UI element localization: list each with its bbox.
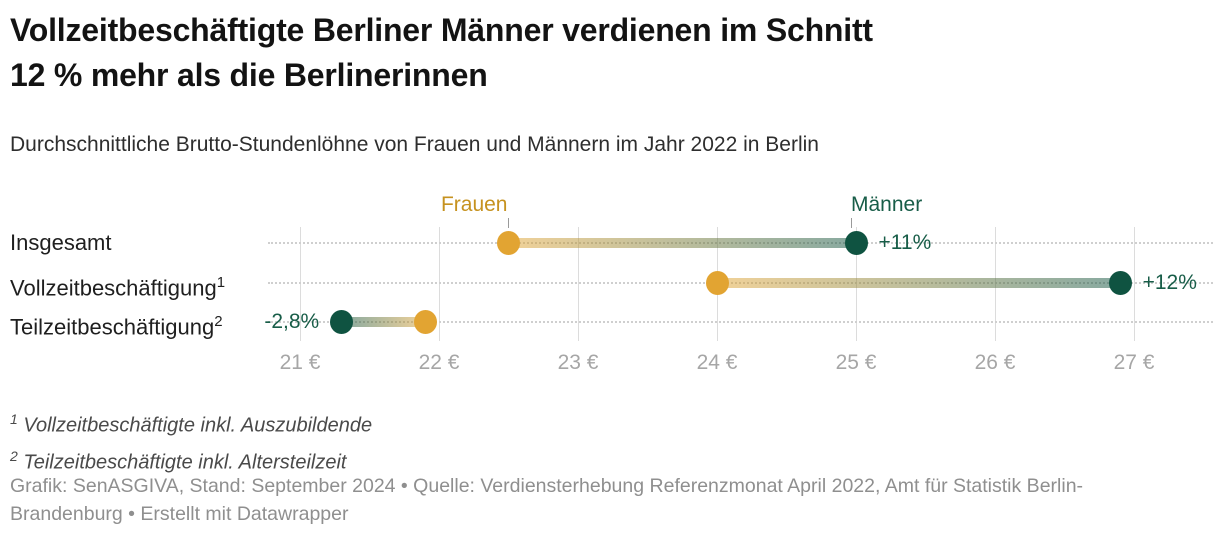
range-bar-insgesamt [508,238,856,248]
gridline-23 [577,227,579,341]
x-axis-tick-label-23: 23 € [557,351,599,374]
credit-line: Grafik: SenASGIVA, Stand: September 2024… [10,475,1084,525]
frauen-dot [413,310,437,334]
chart-subtitle: Durchschnittliche Brutto-Stundenlöhne vo… [10,133,819,156]
gridline-27 [1133,227,1135,341]
maenner-dot [1108,271,1132,295]
row-label-3: Teilzeitbeschäftigung2 [10,308,223,340]
maenner-dot [330,310,354,334]
row-label-2: Vollzeitbeschäftigung1 [10,269,225,301]
series-label-maenner: Männer [851,193,923,216]
row-label-superscript: 1 [216,274,226,291]
gridline-21 [299,227,301,341]
x-axis-tick-label-21: 21 € [279,351,321,374]
footnote-1-marker: 1 [10,411,18,427]
frauen-dot [497,231,520,255]
x-axis-tick-label-22: 22 € [418,351,460,374]
row-label-text: Vollzeitbeschäftigung [10,275,217,301]
footnote-1: 1 Vollzeitbeschäftigte inkl. Auszubilden… [10,404,372,441]
range-bar-vollzeitbeschäftigung [717,278,1121,288]
row-leader-line [268,321,1213,323]
row-label-1: Insgesamt [10,229,112,256]
series-label-frauen-tick [507,218,509,228]
diff-label-1: +11% [878,231,932,254]
maenner-dot [844,231,868,255]
gridline-22 [438,227,440,341]
series-label-maenner-tick [851,218,852,228]
x-axis-tick-label-24: 24 € [696,351,738,374]
chart-title-line-1: Vollzeitbeschäftigte Berliner Männer ver… [10,12,873,48]
range-bar-teilzeitbeschäftigung [341,317,426,327]
footnote-2: 2 Teilzeitbeschäftigte inkl. Altersteilz… [10,441,372,478]
row-label-text: Insgesamt [10,230,112,255]
row-label-text: Teilzeitbeschäftigung [10,314,215,340]
x-axis-tick-label-27: 27 € [1113,351,1155,374]
chart-title-line-2: 12 % mehr als die Berlinerinnen [10,57,488,93]
row-label-superscript: 2 [214,313,223,330]
footnotes: 1 Vollzeitbeschäftigte inkl. Auszubilden… [10,404,372,477]
footnote-2-text: Teilzeitbeschäftigte inkl. Altersteilzei… [23,451,347,474]
chart-title: Vollzeitbeschäftigte Berliner Männer ver… [10,8,873,98]
x-axis-tick-label-25: 25 € [835,351,877,374]
footnote-2-marker: 2 [10,447,18,464]
series-label-frauen: Frauen [440,193,508,216]
diff-label-2: +12% [1142,271,1197,294]
frauen-dot [705,271,729,295]
footnote-1-text: Vollzeitbeschäftigte inkl. Auszubildende [23,414,373,437]
diff-label-3: -2,8% [264,310,320,333]
x-axis-tick-label-26: 26 € [974,351,1016,374]
